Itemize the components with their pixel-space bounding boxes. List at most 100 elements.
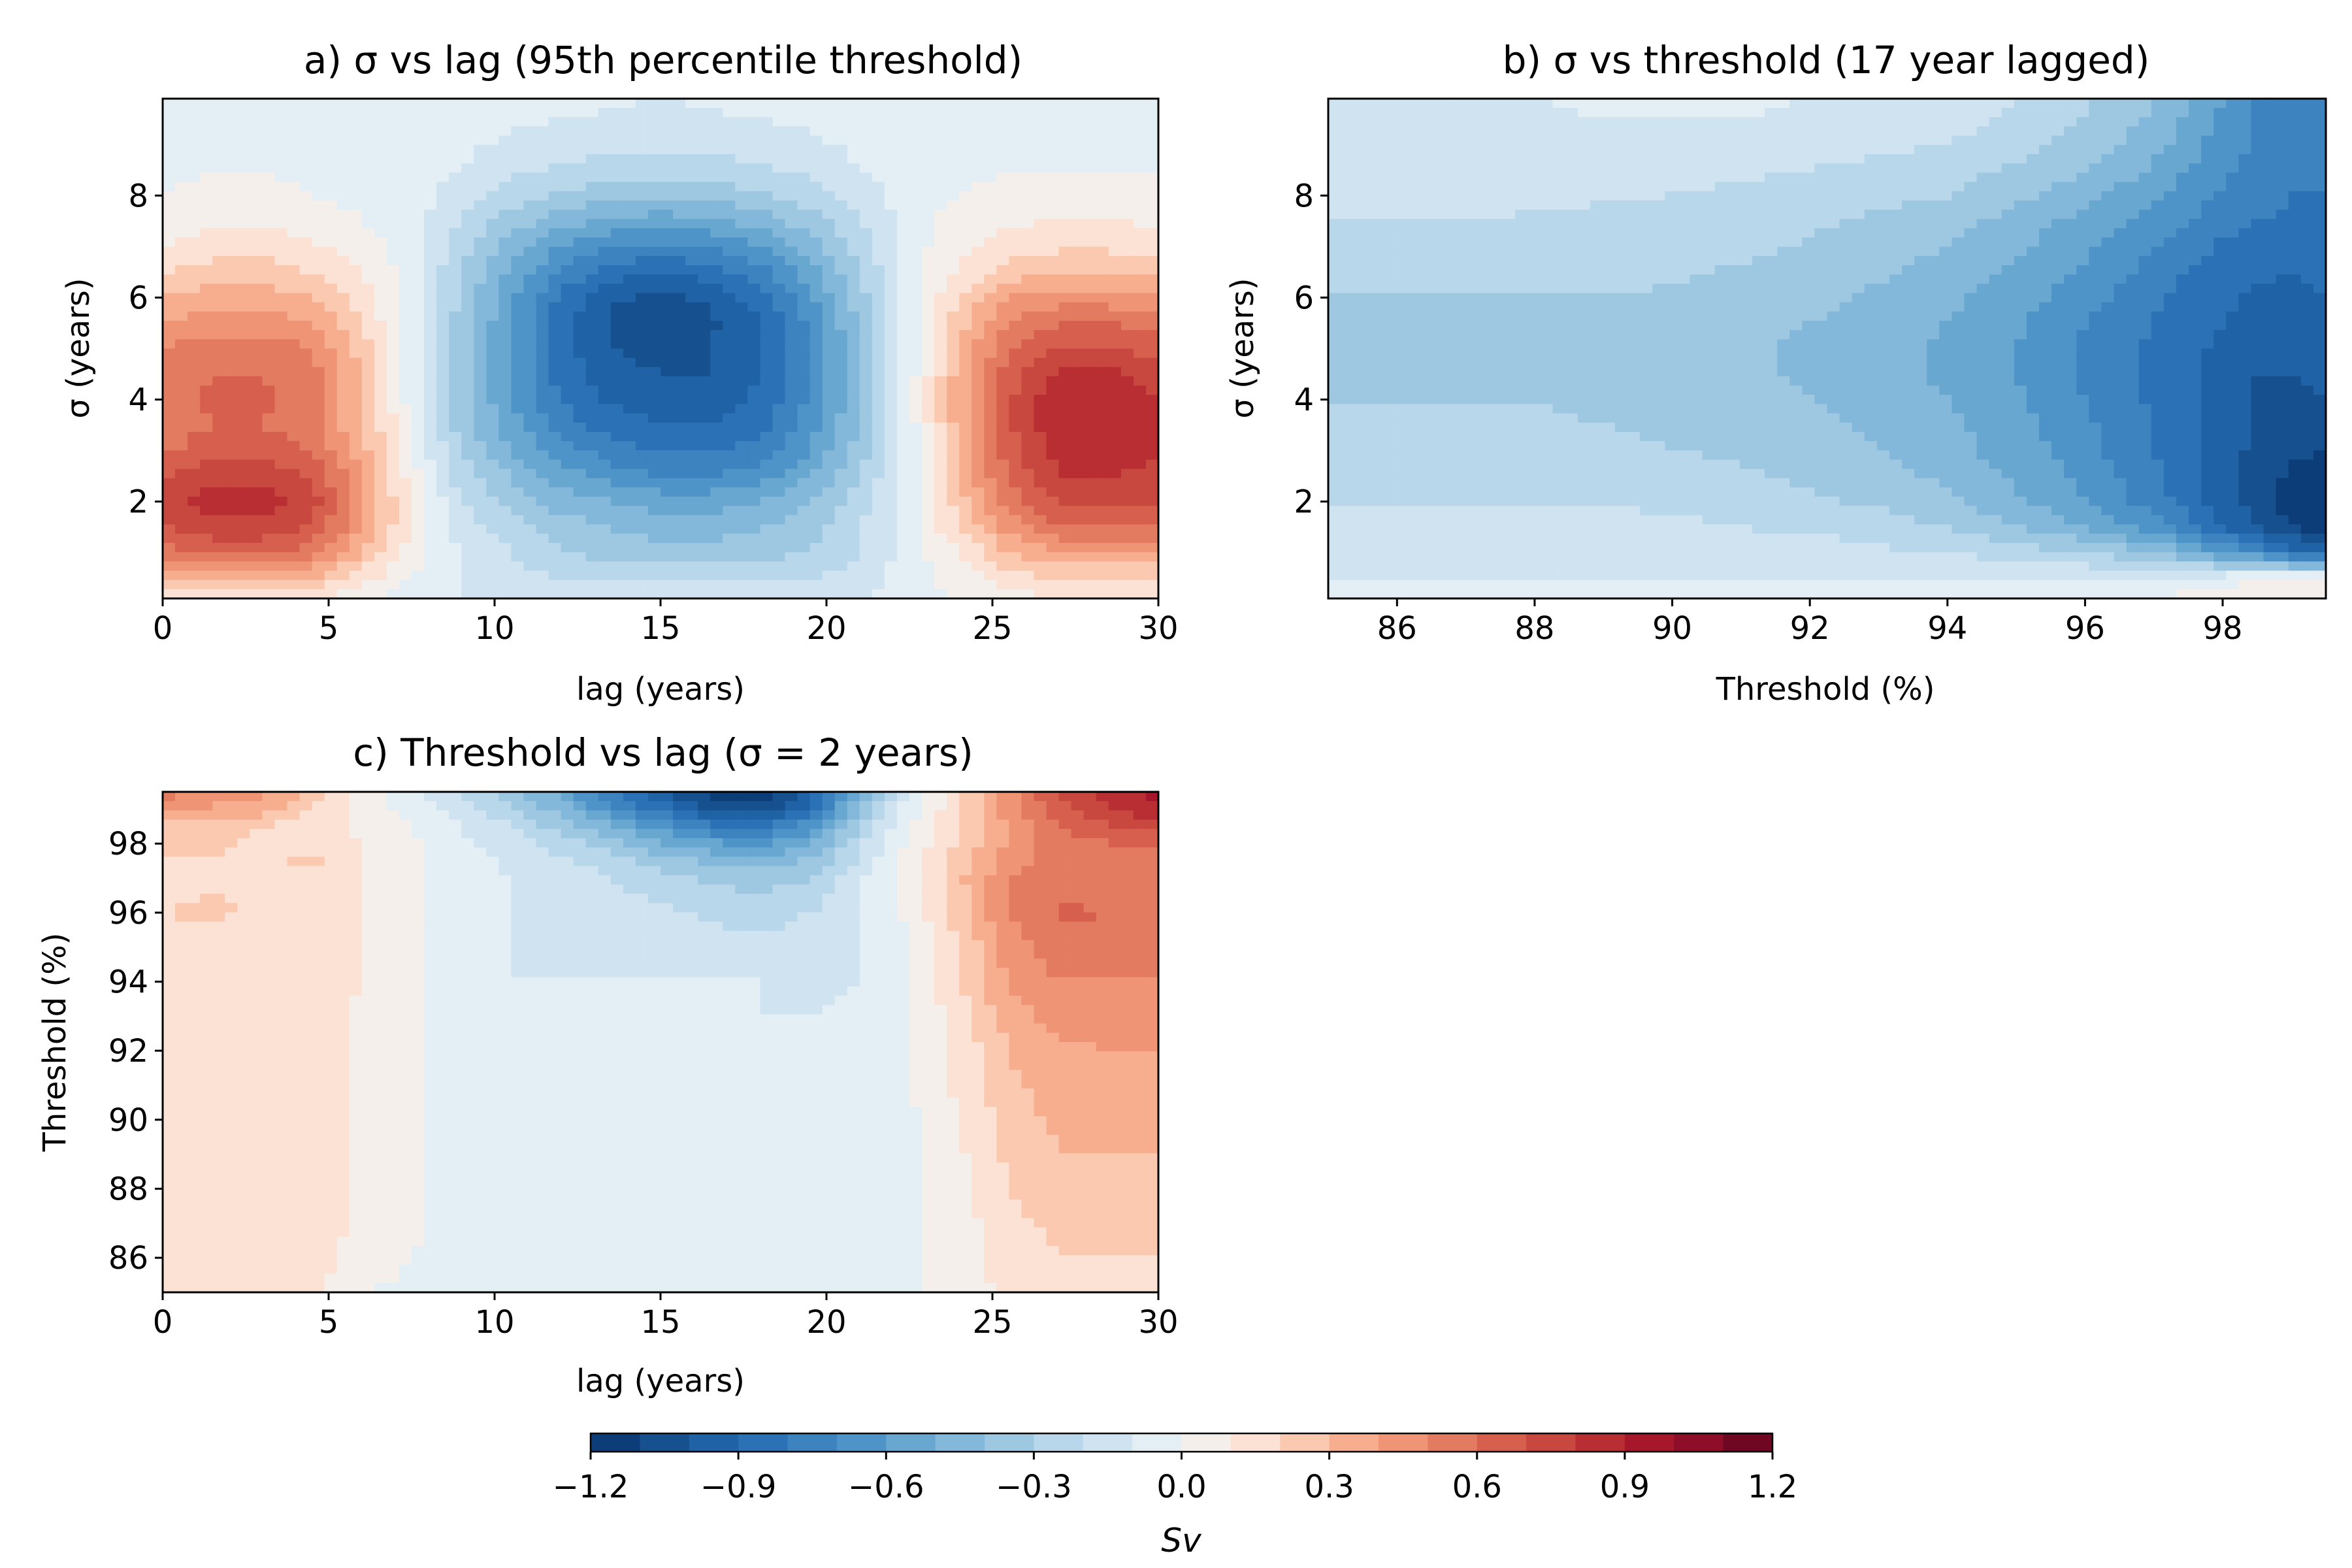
heatmap-cell (747, 468, 761, 479)
heatmap-cell (1120, 478, 1134, 488)
heatmap-cell (785, 144, 798, 155)
heatmap-cell (349, 533, 363, 544)
heatmap-cell (772, 117, 786, 127)
heatmap-cell (2038, 135, 2052, 146)
heatmap-cell (399, 182, 412, 192)
heatmap-cell (324, 265, 338, 275)
heatmap-cell (1378, 172, 1392, 183)
heatmap-cell (1365, 135, 1379, 146)
heatmap-cell (1058, 367, 1072, 377)
heatmap-cell (984, 99, 998, 108)
heatmap-cell (735, 311, 749, 321)
heatmap-cell (661, 182, 674, 192)
heatmap-cell (274, 468, 288, 479)
heatmap-cell (1615, 154, 1628, 164)
heatmap-cell (661, 404, 674, 414)
heatmap-cell (262, 459, 276, 470)
heatmap-cell (847, 135, 860, 146)
heatmap-cell (2014, 154, 2027, 164)
heatmap-cell (760, 432, 774, 442)
heatmap-cell (561, 126, 574, 137)
heatmap-cell (548, 404, 562, 414)
heatmap-cell (623, 219, 636, 229)
heatmap-cell (449, 182, 462, 192)
heatmap-cell (1009, 561, 1022, 572)
heatmap-cell (1021, 441, 1035, 451)
heatmap-cell (262, 367, 276, 377)
heatmap-cell (1058, 302, 1072, 312)
heatmap-cell (287, 135, 301, 146)
heatmap-cell (511, 385, 525, 396)
heatmap-cell (2300, 99, 2314, 108)
heatmap-cell (797, 255, 811, 266)
heatmap-cell (1827, 126, 1840, 137)
heatmap-cell (1702, 108, 1716, 118)
heatmap-cell (175, 450, 188, 461)
heatmap-cell (399, 570, 412, 581)
heatmap-cell (661, 506, 674, 516)
heatmap-cell (225, 348, 238, 359)
heatmap-cell (548, 135, 562, 146)
heatmap-cell (511, 246, 525, 257)
heatmap-cell (922, 432, 935, 442)
heatmap-cell (498, 284, 512, 294)
heatmap-cell (934, 441, 947, 451)
heatmap-cell (710, 228, 724, 238)
heatmap-cell (1083, 552, 1097, 563)
heatmap-cell (523, 135, 537, 146)
heatmap-cell (573, 367, 587, 377)
heatmap-cell (548, 515, 562, 525)
heatmap-cell (996, 552, 1010, 563)
heatmap-cell (1009, 422, 1022, 433)
heatmap-cell (200, 228, 213, 238)
heatmap-cell (1046, 172, 1060, 183)
heatmap-cell (698, 487, 711, 497)
heatmap-cell (175, 395, 188, 405)
heatmap-cell (374, 570, 387, 581)
heatmap-cell (1058, 182, 1072, 192)
heatmap-cell (1034, 552, 1047, 563)
heatmap-cell (1120, 432, 1134, 442)
heatmap-cell (175, 348, 188, 359)
heatmap-cell (909, 441, 923, 451)
heatmap-cell (188, 302, 201, 312)
heatmap-cell (909, 459, 923, 470)
heatmap-cell (212, 589, 226, 599)
heatmap-cell (747, 395, 761, 405)
heatmap-cell (1133, 404, 1147, 414)
heatmap-cell (1108, 182, 1122, 192)
heatmap-cell (299, 561, 313, 572)
heatmap-cell (561, 367, 574, 377)
heatmap-cell (685, 210, 698, 220)
heatmap-cell (336, 293, 350, 303)
heatmap-cell (2051, 163, 2065, 174)
heatmap-cell (809, 321, 823, 331)
heatmap-cell (486, 191, 500, 201)
heatmap-cell (934, 255, 947, 266)
heatmap-cell (163, 589, 176, 599)
heatmap-cell (548, 246, 562, 257)
heatmap-cell (349, 135, 363, 146)
heatmap-cell (1034, 497, 1047, 507)
heatmap-cell (200, 339, 213, 350)
heatmap-cell (336, 376, 350, 386)
heatmap-cell (822, 487, 836, 497)
heatmap-cell (698, 478, 711, 488)
heatmap-cell (1120, 219, 1134, 229)
heatmap-cell (972, 376, 985, 386)
heatmap-cell (623, 497, 636, 507)
heatmap-cell (698, 357, 711, 368)
heatmap-cell (984, 580, 998, 590)
heatmap-cell (262, 108, 276, 118)
heatmap-cell (250, 339, 263, 350)
heatmap-cell (1145, 135, 1159, 146)
heatmap-cell (324, 274, 338, 285)
heatmap-cell (909, 497, 923, 507)
heatmap-cell (2026, 163, 2040, 174)
heatmap-cell (747, 265, 761, 275)
heatmap-cell (647, 255, 661, 266)
heatmap-cell (1876, 135, 1890, 146)
heatmap-cell (1714, 135, 1728, 146)
heatmap-cell (1145, 163, 1159, 174)
heatmap-cell (536, 478, 549, 488)
